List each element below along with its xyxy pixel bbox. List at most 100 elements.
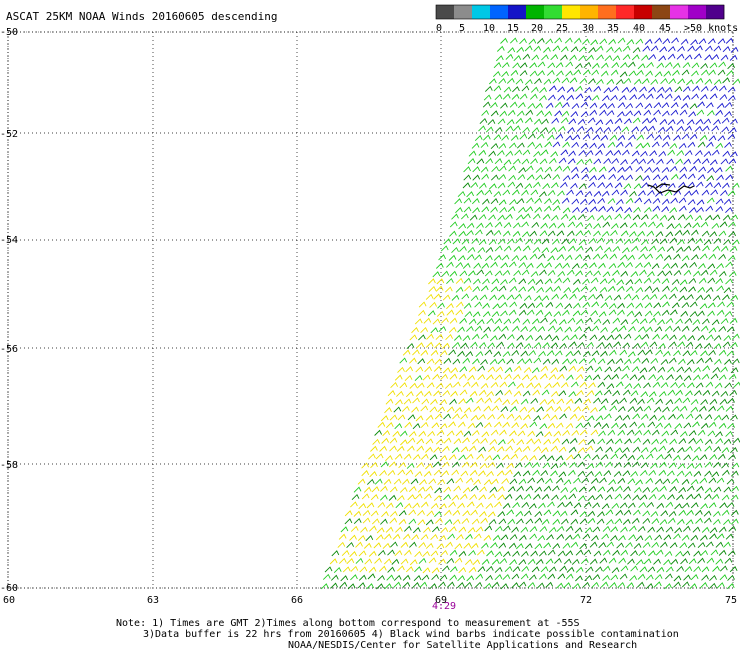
wind-barb [705,334,714,341]
wind-barb [650,213,659,220]
wind-barb [539,398,548,405]
wind-barb [641,54,649,61]
wind-barb [611,373,620,380]
wind-barb [561,309,570,316]
wind-barb [678,509,687,516]
wind-barb [603,246,612,253]
wind-barb [483,534,492,541]
wind-barb [563,582,572,589]
wind-barb [423,390,432,397]
wind-barb [382,430,391,437]
wind-barb [427,430,436,437]
wind-barb [501,477,510,485]
wind-barb [533,445,542,453]
wind-barb [566,86,575,93]
wind-barb [511,526,519,533]
wind-barb [577,495,586,502]
wind-barb [413,575,422,582]
wind-barb [508,277,517,284]
wind-barb [725,278,733,285]
wind-barb [675,389,683,396]
wind-barb [676,413,685,420]
wind-barb [442,367,451,374]
wind-barb [721,469,730,476]
wind-barb [675,246,684,253]
wind-barb [511,189,520,196]
wind-barb [614,461,622,469]
wind-barb [550,470,558,477]
wind-barb [627,351,636,358]
wind-barb [512,230,521,237]
wind-barb [512,373,521,381]
wind-barb [568,493,577,500]
wind-barb [552,518,561,525]
wind-barb [540,149,549,156]
wind-barb [623,493,632,500]
wind-barb [529,421,538,428]
wind-barb [614,485,623,492]
wind-barb [530,189,539,196]
wind-barb [480,358,488,366]
wind-barb [600,134,609,141]
color-bar-label: 45 [659,23,671,34]
wind-barb [414,318,423,325]
wind-barb [493,134,502,141]
wind-barb [673,269,682,276]
wind-barb [595,119,604,126]
wind-barb [476,189,485,196]
wind-barb [517,358,525,365]
wind-barb [701,526,710,533]
wind-barb [420,405,429,412]
wind-barb [589,102,598,109]
wind-barb [637,573,646,580]
wind-barb [528,574,537,581]
wind-barb [589,286,598,293]
wind-barb [659,182,668,189]
wind-barb [504,565,513,573]
wind-barb [617,302,625,309]
wind-barb [467,158,476,165]
wind-barb [462,510,471,517]
wind-barb [480,285,489,292]
wind-barb [565,70,573,77]
wind-barb [663,559,671,566]
wind-barb [596,341,605,348]
wind-barb [683,245,692,252]
wind-barb [635,165,644,173]
lat-label: -50 [0,27,18,38]
wind-barb [440,245,449,252]
wind-barb [524,78,533,86]
wind-barb [610,229,618,236]
wind-barb [613,149,622,156]
wind-barb [497,358,506,365]
wind-barb [726,301,735,308]
wind-barb [650,357,659,364]
wind-barb [515,214,524,221]
wind-barb [700,398,709,406]
wind-barb [704,214,713,221]
wind-barb [686,485,695,492]
wind-barb [656,526,665,533]
wind-barb [509,430,517,437]
wind-barb [339,581,348,588]
wind-barb [480,437,488,444]
wind-barb [485,502,494,509]
wind-barb [730,494,739,501]
wind-barb [673,95,682,102]
wind-barb [574,397,583,404]
wind-barb [536,477,545,484]
wind-barb [727,397,735,404]
wind-barb [511,573,520,580]
wind-barb [528,503,537,510]
wind-barb [482,134,491,141]
wind-barb [380,518,388,525]
wind-barb [720,317,729,325]
wind-barb [482,311,491,318]
color-bar-label: 10 [483,23,495,34]
wind-barb [374,429,383,436]
wind-barb [461,238,470,245]
wind-barb [693,158,701,165]
wind-barb [626,302,635,309]
wind-barb [727,63,736,70]
wind-barb [461,461,470,468]
